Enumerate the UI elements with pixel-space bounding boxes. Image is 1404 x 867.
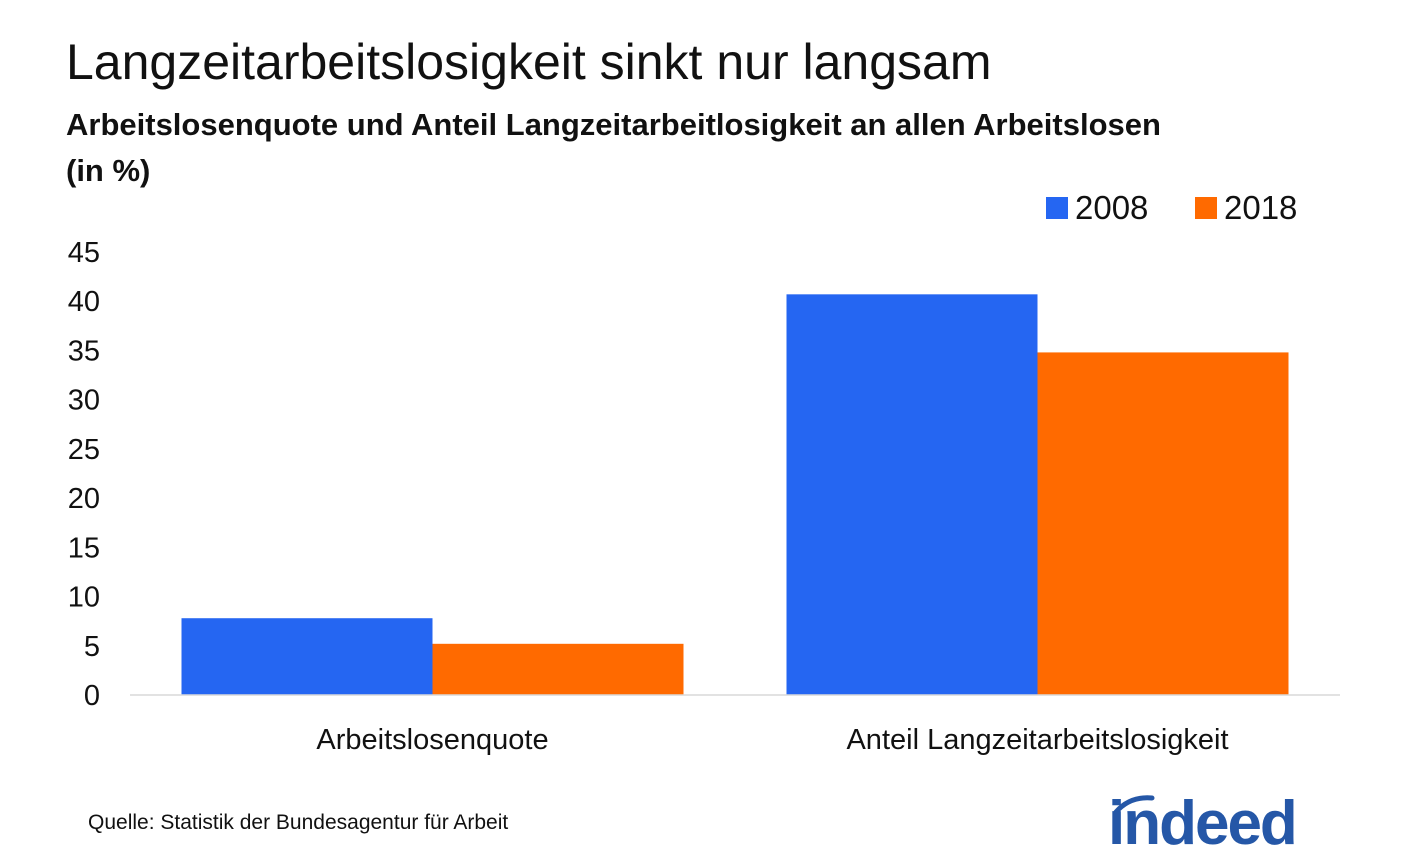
legend-label-2008: 2008 [1075, 189, 1148, 226]
legend-swatch-2008 [1046, 197, 1068, 219]
y-tick-label: 40 [68, 286, 100, 318]
y-tick-label: 20 [68, 483, 100, 515]
indeed-logo: indeed [1108, 789, 1338, 867]
logo-wordmark: indeed [1108, 789, 1298, 858]
y-tick-label: 45 [68, 237, 100, 269]
legend-label-2018: 2018 [1224, 189, 1297, 226]
x-tick-label: Anteil Langzeitarbeitslosigkeit [846, 724, 1228, 756]
x-tick-label: Arbeitslosenquote [316, 724, 548, 756]
y-axis-ticks: 0 5 10 15 20 25 30 35 40 45 [68, 237, 100, 712]
bar-2008-0 [181, 618, 433, 695]
legend: 2008 2018 [1046, 189, 1297, 226]
bar-2018-1 [1037, 352, 1289, 695]
bars [181, 294, 1289, 695]
y-tick-label: 25 [68, 434, 100, 466]
bar-chart: 0 5 10 15 20 25 30 35 40 45 Arbeitslosenquote Ante… [68, 189, 1340, 756]
y-tick-label: 0 [84, 680, 100, 712]
chart-title: Langzeitarbeitslosigkeit sinkt nur langs… [66, 34, 992, 90]
legend-swatch-2018 [1195, 197, 1217, 219]
y-tick-label: 5 [84, 631, 100, 663]
source-note: Quelle: Statistik der Bundesagentur für … [88, 811, 509, 834]
bar-2008-1 [786, 294, 1038, 695]
bar-2018-0 [432, 643, 684, 695]
x-axis-labels: Arbeitslosenquote Anteil Langzeitarbeitsl… [316, 724, 1228, 756]
y-tick-label: 15 [68, 532, 100, 564]
y-tick-label: 10 [68, 582, 100, 614]
y-tick-label: 30 [68, 385, 100, 417]
y-tick-label: 35 [68, 335, 100, 367]
chart-subtitle: Arbeitslosenquote und Anteil Langzeitarb… [66, 107, 1161, 188]
